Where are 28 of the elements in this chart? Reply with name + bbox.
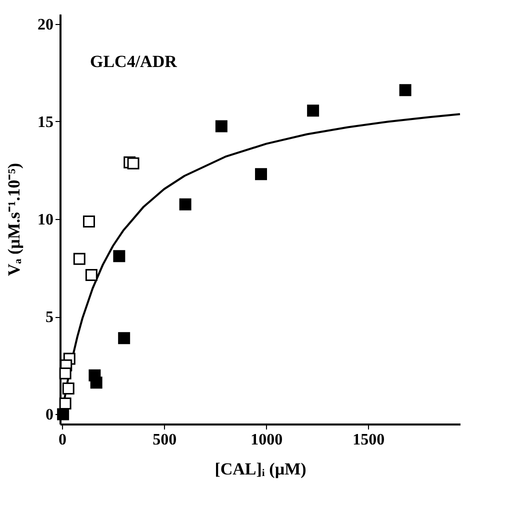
point — [90, 376, 102, 389]
point — [59, 398, 72, 410]
y-tick-label: 15 — [38, 114, 54, 131]
y-tick-label: 20 — [38, 16, 54, 34]
point — [255, 168, 268, 180]
point — [59, 367, 72, 380]
x-tick-label: 0 — [58, 432, 67, 448]
point — [57, 408, 70, 420]
y-axis-title: Vₐ (µM.s⁻¹.10⁻⁵) — [4, 163, 24, 276]
point — [127, 157, 140, 170]
x-tick-label: 500 — [152, 432, 177, 448]
point — [85, 269, 98, 282]
point — [179, 198, 192, 210]
point — [62, 382, 74, 394]
y-tick-label: 10 — [38, 212, 54, 228]
point — [399, 84, 412, 96]
point — [82, 216, 95, 228]
y-tick-label: 0 — [46, 406, 54, 424]
x-tick-label: 1500 — [352, 432, 385, 448]
x-tick-label: 1000 — [250, 432, 283, 448]
point — [113, 250, 126, 262]
point — [118, 332, 130, 344]
annotation: GLC4/ADR — [90, 52, 178, 71]
point — [307, 104, 320, 117]
y-tick-label: 5 — [46, 309, 54, 326]
point — [215, 120, 228, 132]
x-axis-title: [CAL]ᵢ (µM) — [214, 460, 306, 478]
point — [73, 252, 86, 265]
